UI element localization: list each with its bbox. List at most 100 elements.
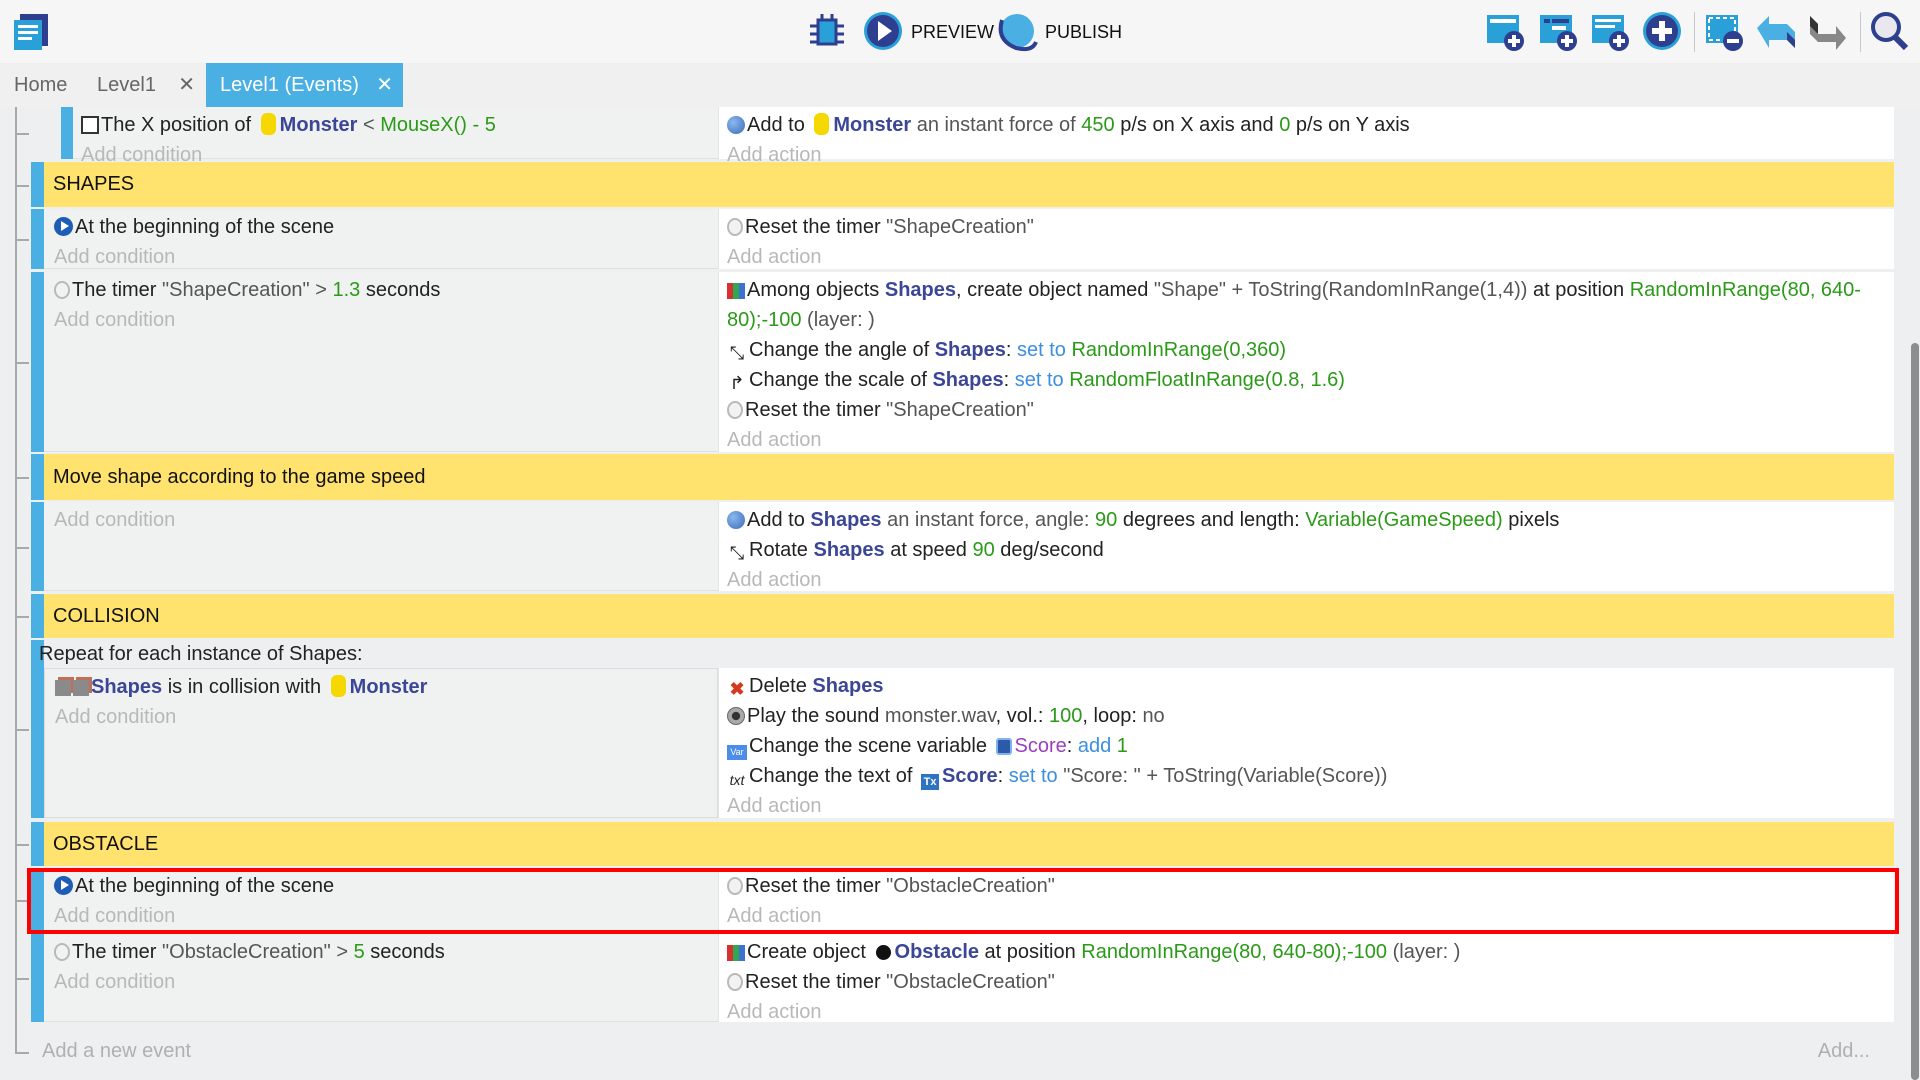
conditions-column[interactable]: Add condition bbox=[44, 502, 718, 591]
add-subevent-icon[interactable] bbox=[1537, 10, 1579, 52]
group-title[interactable]: Move shape according to the game speed bbox=[53, 465, 426, 488]
add-condition-button[interactable]: Add condition bbox=[54, 246, 176, 268]
actions-column[interactable]: Add to Shapes an instant force, angle: 9… bbox=[718, 502, 1894, 591]
variable-icon: Var bbox=[727, 745, 747, 760]
actions-column[interactable]: Reset the timer "ObstacleCreation" Add ac… bbox=[718, 868, 1894, 931]
event-drag-handle[interactable] bbox=[31, 594, 44, 638]
add-action-button[interactable]: Add action bbox=[727, 144, 822, 166]
event[interactable]: At the beginning of the scene Add conditi… bbox=[31, 209, 1894, 269]
preview-button[interactable]: PREVIEW bbox=[911, 22, 995, 42]
add-event-icon[interactable] bbox=[1484, 10, 1526, 52]
add-action-button[interactable]: Add action bbox=[727, 795, 822, 817]
group-title[interactable]: COLLISION bbox=[53, 604, 160, 627]
action[interactable]: Add to Shapes an instant force, angle: 9… bbox=[727, 505, 1886, 535]
action[interactable]: ✖ Delete Shapes bbox=[727, 671, 1886, 701]
conditions-column[interactable]: At the beginning of the scene Add conditi… bbox=[44, 209, 718, 269]
actions-column[interactable]: Reset the timer "ShapeCreation" Add actio… bbox=[718, 209, 1894, 269]
action[interactable]: ⤡ Change the angle of Shapes: set to Rand… bbox=[727, 335, 1886, 365]
event-group[interactable]: SHAPES bbox=[31, 162, 1894, 207]
condition[interactable]: At the beginning of the scene bbox=[54, 212, 718, 242]
sub-event[interactable]: The X position of Monster < MouseX() - 5… bbox=[31, 107, 1894, 166]
events-list-icon[interactable] bbox=[10, 10, 52, 52]
close-icon[interactable]: ✕ bbox=[178, 74, 195, 96]
action[interactable]: Reset the timer "ObstacleCreation" bbox=[727, 967, 1886, 997]
add-action-button[interactable]: Add action bbox=[727, 246, 822, 268]
add-condition-button[interactable]: Add condition bbox=[54, 309, 176, 331]
action[interactable]: Reset the timer "ShapeCreation" bbox=[727, 395, 1886, 425]
action[interactable]: Reset the timer "ShapeCreation" bbox=[727, 212, 1886, 242]
add-condition-button[interactable]: Add condition bbox=[55, 706, 177, 728]
publish-button[interactable]: PUBLISH bbox=[1045, 22, 1123, 42]
search-icon[interactable] bbox=[1868, 10, 1910, 52]
add-other-icon[interactable] bbox=[1641, 10, 1683, 52]
add-condition-button[interactable]: Add condition bbox=[54, 971, 176, 993]
event-drag-handle[interactable] bbox=[31, 272, 44, 452]
group-title[interactable]: OBSTACLE bbox=[53, 832, 159, 855]
event-drag-handle[interactable] bbox=[61, 107, 74, 159]
action[interactable]: ⤡ Rotate Shapes at speed 90 deg/second bbox=[727, 535, 1886, 565]
add-action-button[interactable]: Add action bbox=[727, 1001, 822, 1023]
conditions-column[interactable]: The timer "ShapeCreation" > 1.3 seconds A… bbox=[44, 272, 718, 452]
close-icon[interactable]: ✕ bbox=[376, 74, 393, 96]
condition[interactable]: The timer "ObstacleCreation" > 5 seconds bbox=[54, 937, 718, 967]
conditions-column[interactable]: The X position of Monster < MouseX() - 5… bbox=[73, 107, 718, 166]
condition[interactable]: The timer "ShapeCreation" > 1.3 seconds bbox=[54, 275, 718, 305]
event-drag-handle[interactable] bbox=[31, 454, 44, 500]
conditions-column[interactable]: The timer "ObstacleCreation" > 5 seconds… bbox=[44, 934, 718, 1022]
actions-column[interactable]: ✖ Delete Shapes Play the sound monster.wav… bbox=[718, 668, 1894, 818]
add-new-event-button[interactable]: Add a new event bbox=[42, 1040, 191, 1062]
action[interactable]: ↱ Change the scale of Shapes: set to Rand… bbox=[727, 365, 1886, 395]
debugger-icon[interactable] bbox=[806, 10, 848, 52]
action[interactable]: Var Change the scene variable Score: add … bbox=[727, 731, 1886, 761]
scrollbar[interactable] bbox=[1911, 343, 1919, 1080]
event[interactable]: At the beginning of the scene Add conditi… bbox=[31, 868, 1894, 931]
event-drag-handle[interactable] bbox=[31, 934, 44, 1022]
for-each-event[interactable]: Repeat for each instance of Shapes: Shape… bbox=[31, 640, 1894, 818]
add-condition-button[interactable]: Add condition bbox=[81, 144, 203, 166]
event[interactable]: The timer "ShapeCreation" > 1.3 seconds A… bbox=[31, 272, 1894, 452]
actions-column[interactable]: Add to Monster an instant force of 450 p… bbox=[718, 107, 1894, 166]
event-drag-handle[interactable] bbox=[31, 640, 44, 818]
action[interactable]: Add to Monster an instant force of 450 p… bbox=[727, 110, 1886, 140]
event-group[interactable]: COLLISION bbox=[31, 594, 1894, 638]
tab-level1-events[interactable]: Level1 (Events) ✕ bbox=[206, 63, 403, 107]
for-each-header[interactable]: Repeat for each instance of Shapes: bbox=[39, 643, 363, 665]
action[interactable]: Play the sound monster.wav, vol.: 100, l… bbox=[727, 701, 1886, 731]
publish-globe-icon[interactable] bbox=[996, 10, 1038, 52]
event-group[interactable]: OBSTACLE bbox=[31, 822, 1894, 866]
condition[interactable]: At the beginning of the scene bbox=[54, 871, 718, 901]
actions-column[interactable]: Among objects Shapes, create object name… bbox=[718, 272, 1894, 452]
undo-icon[interactable] bbox=[1755, 10, 1797, 52]
condition[interactable]: Shapes is in collision with Monster bbox=[55, 672, 717, 702]
event-drag-handle[interactable] bbox=[31, 162, 44, 207]
event-drag-handle[interactable] bbox=[31, 502, 44, 591]
add-more-button[interactable]: Add... bbox=[1817, 1040, 1870, 1062]
add-condition-button[interactable]: Add condition bbox=[54, 509, 176, 531]
add-condition-button[interactable]: Add condition bbox=[54, 905, 176, 927]
event-drag-handle[interactable] bbox=[31, 209, 44, 269]
preview-play-icon[interactable] bbox=[862, 10, 904, 52]
actions-column[interactable]: Create object Obstacle at position Rando… bbox=[718, 934, 1894, 1023]
action[interactable]: Create object Obstacle at position Rando… bbox=[727, 937, 1886, 967]
conditions-column[interactable]: Shapes is in collision with Monster Add c… bbox=[44, 668, 718, 818]
add-comment-icon[interactable] bbox=[1589, 10, 1631, 52]
action[interactable]: txt Change the text of Tx Score: set to "S… bbox=[727, 761, 1886, 791]
add-action-button[interactable]: Add action bbox=[727, 429, 822, 451]
delete-selected-icon[interactable] bbox=[1703, 10, 1745, 52]
add-action-button[interactable]: Add action bbox=[727, 569, 822, 591]
event[interactable]: Add condition Add to Shapes an instant fo… bbox=[31, 502, 1894, 591]
action[interactable]: Among objects Shapes, create object name… bbox=[727, 275, 1886, 335]
action[interactable]: Reset the timer "ObstacleCreation" bbox=[727, 871, 1886, 901]
event-drag-handle[interactable] bbox=[31, 868, 44, 931]
conditions-column[interactable]: At the beginning of the scene Add conditi… bbox=[44, 868, 718, 931]
add-action-button[interactable]: Add action bbox=[727, 905, 822, 927]
redo-icon[interactable] bbox=[1806, 10, 1848, 52]
tab-level1[interactable]: Level1 ✕ bbox=[81, 63, 205, 107]
group-title[interactable]: SHAPES bbox=[53, 173, 135, 195]
event[interactable]: The timer "ObstacleCreation" > 5 seconds… bbox=[31, 934, 1894, 1023]
text: at speed bbox=[884, 539, 973, 561]
event-group[interactable]: Move shape according to the game speed bbox=[31, 454, 1894, 500]
condition[interactable]: The X position of Monster < MouseX() - 5 bbox=[81, 110, 718, 140]
event-drag-handle[interactable] bbox=[31, 822, 44, 866]
tab-home[interactable]: Home bbox=[0, 63, 80, 107]
